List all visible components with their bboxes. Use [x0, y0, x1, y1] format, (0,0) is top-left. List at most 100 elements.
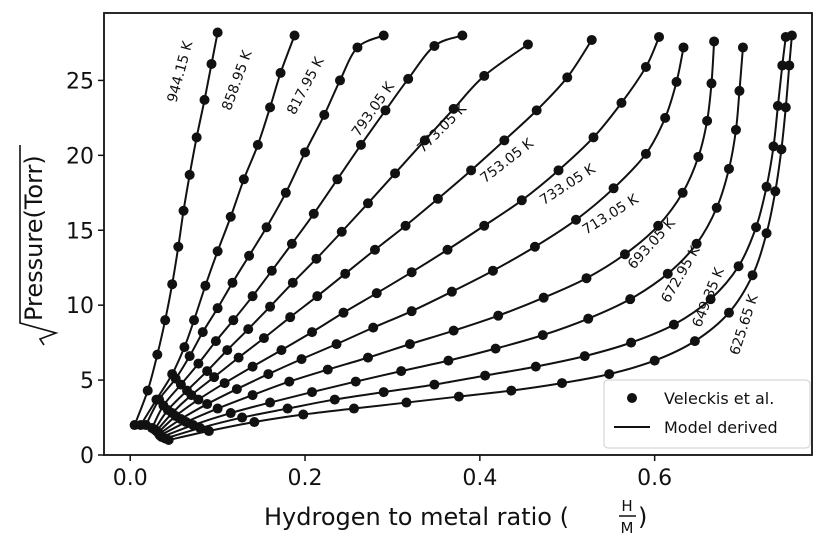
y-tick-label: 10: [66, 294, 94, 319]
data-point: [653, 220, 664, 231]
data-point: [152, 349, 163, 360]
y-tick-label: 5: [80, 369, 94, 394]
data-point: [225, 211, 236, 222]
data-point: [209, 372, 220, 383]
curve-label: 793.05 K: [349, 79, 398, 140]
x-tick-label: 0.2: [288, 466, 323, 491]
data-point: [723, 163, 734, 174]
data-point: [193, 394, 204, 405]
data-point: [285, 312, 296, 323]
data-point: [184, 169, 195, 180]
curve-label: 693.05 K: [625, 215, 679, 273]
data-point: [362, 198, 373, 209]
data-point: [761, 228, 772, 239]
data-point: [404, 339, 415, 350]
data-point: [499, 135, 510, 146]
data-point: [419, 135, 430, 146]
model-curve: [168, 35, 793, 441]
data-point: [378, 387, 389, 398]
data-point: [466, 165, 477, 176]
data-point: [212, 27, 223, 38]
y-axis-ticks: 0 5 10 15 20 25: [66, 69, 104, 469]
data-point: [212, 246, 223, 257]
data-point: [263, 369, 274, 380]
data-point: [616, 97, 627, 108]
data-point: [446, 286, 457, 297]
data-point: [625, 294, 636, 305]
data-point: [448, 325, 459, 336]
data-point: [406, 306, 417, 317]
x-axis-label: Hydrogen to metal ratio ( H M ): [264, 497, 647, 537]
x-tick-label: 0.6: [637, 466, 672, 491]
data-point: [355, 139, 366, 150]
data-point: [493, 310, 504, 321]
data-point: [668, 319, 679, 330]
data-point: [311, 253, 322, 264]
data-point: [191, 132, 202, 143]
data-point: [184, 351, 195, 362]
data-point: [203, 426, 214, 437]
data-point: [737, 42, 748, 53]
data-point: [711, 202, 722, 213]
data-point: [678, 42, 689, 53]
data-point: [480, 370, 491, 381]
data-point: [626, 337, 637, 348]
data-point: [371, 288, 382, 299]
data-point: [284, 376, 295, 387]
model-curve: [151, 34, 463, 429]
data-point: [287, 277, 298, 288]
data-point: [677, 187, 688, 198]
data-point: [206, 58, 217, 69]
data-point: [396, 366, 407, 377]
data-point: [352, 42, 363, 53]
data-point: [247, 361, 258, 372]
data-point: [619, 249, 630, 260]
data-point: [261, 222, 272, 233]
data-point: [776, 144, 787, 155]
data-point: [219, 378, 230, 389]
legend: Veleckis et al. Model derived: [603, 379, 811, 449]
data-point: [529, 241, 540, 252]
data-point: [448, 103, 459, 114]
curve-label: 858.95 K: [219, 48, 256, 113]
data-point: [429, 379, 440, 390]
data-point: [586, 34, 597, 45]
data-point: [581, 273, 592, 284]
data-point: [368, 322, 379, 333]
model-curve: [159, 41, 716, 437]
sqrt-sign: [19, 145, 59, 346]
data-point: [583, 313, 594, 324]
data-point: [231, 384, 242, 395]
data-point: [401, 397, 412, 408]
data-point: [282, 403, 293, 414]
data-point: [319, 109, 330, 120]
data-point: [457, 30, 468, 41]
data-point: [654, 31, 665, 42]
data-point: [784, 60, 795, 71]
data-point: [160, 315, 171, 326]
data-point: [252, 139, 263, 150]
x-tick-label: 0.4: [462, 466, 497, 491]
data-point: [768, 141, 779, 152]
data-point: [777, 60, 788, 71]
model-curve: [153, 43, 529, 431]
data-point: [662, 268, 673, 279]
data-point: [734, 85, 745, 96]
curve-label: 773.05 K: [414, 100, 470, 156]
data-point: [233, 352, 244, 363]
data-point: [308, 208, 319, 219]
data-point: [571, 214, 581, 225]
data-point: [298, 409, 309, 420]
data-point: [530, 361, 541, 372]
data-point: [640, 148, 651, 159]
data-point: [275, 67, 286, 78]
data-point: [761, 181, 772, 192]
legend-label-model: Model derived: [664, 418, 778, 437]
axes-frame: [103, 12, 813, 456]
data-point: [210, 336, 221, 347]
data-point: [142, 385, 153, 396]
data-point: [608, 183, 619, 194]
data-point: [200, 280, 211, 291]
data-point: [189, 315, 200, 326]
